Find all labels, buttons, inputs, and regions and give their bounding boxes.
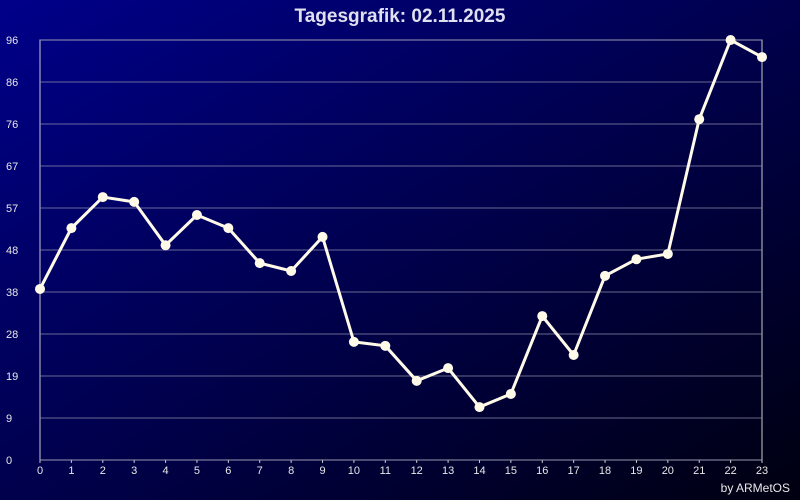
data-point: [411, 375, 422, 386]
y-tick-label: 0: [6, 455, 12, 467]
data-point: [757, 52, 767, 63]
y-tick-label: 38: [6, 287, 18, 299]
y-tick-label: 86: [6, 77, 18, 89]
data-point: [223, 223, 234, 234]
x-tick-label: 10: [348, 465, 360, 477]
y-tick-label: 19: [6, 371, 18, 383]
x-tick-label: 9: [319, 465, 325, 477]
data-point: [286, 266, 297, 276]
x-tick-label: 6: [225, 465, 231, 477]
x-tick-label: 1: [68, 465, 74, 477]
chart-title: Tagesgrafik: 02.11.2025: [295, 6, 506, 27]
data-point: [66, 223, 77, 234]
x-tick-label: 3: [131, 465, 137, 477]
data-line: [38, 38, 763, 409]
y-tick-label: 9: [6, 413, 12, 425]
data-point: [537, 311, 548, 322]
data-point: [725, 35, 736, 45]
data-point: [443, 363, 454, 374]
x-tick-label: 21: [693, 465, 705, 477]
data-point: [568, 350, 579, 360]
x-tick-label: 7: [257, 465, 263, 477]
data-point: [631, 254, 642, 265]
data-point: [191, 210, 202, 220]
y-tick-label: 48: [6, 245, 18, 257]
x-tick-label: 20: [662, 465, 674, 477]
x-tick-label: 13: [442, 465, 454, 477]
x-tick-label: 14: [473, 465, 485, 477]
y-tick-label: 57: [6, 203, 18, 215]
y-tick-label: 67: [6, 161, 18, 173]
data-point: [317, 231, 328, 242]
data-point: [35, 283, 45, 294]
data-point: [694, 114, 705, 125]
y-tick-label: 96: [6, 35, 18, 47]
x-tick-label: 8: [288, 465, 294, 477]
data-point: [505, 388, 516, 399]
x-tick-label: 22: [724, 465, 736, 477]
footer: by ARMetOS: [721, 481, 790, 495]
x-tick-label: 17: [568, 465, 580, 477]
x-tick-label: 4: [163, 465, 169, 477]
y-tick-label: 28: [6, 329, 18, 341]
data-point: [474, 402, 485, 413]
x-tick-label: 2: [100, 465, 106, 477]
data-point: [662, 248, 673, 259]
x-tick-label: 5: [194, 465, 200, 477]
data-point: [600, 270, 611, 281]
data-point: [254, 258, 265, 269]
data-point: [160, 240, 171, 251]
x-tick-label: 19: [630, 465, 642, 477]
x-tick-label: 15: [505, 465, 517, 477]
data-point: [97, 192, 108, 203]
x-tick-label: 0: [37, 465, 43, 477]
data-point: [380, 340, 391, 351]
x-tick-label: 16: [536, 465, 548, 477]
x-tick-label: 12: [411, 465, 423, 477]
y-tick-label: 76: [6, 119, 18, 131]
x-tick-label: 23: [756, 465, 768, 477]
x-tick-label: 11: [380, 465, 391, 477]
data-point: [129, 196, 140, 207]
x-tick-label: 18: [599, 465, 611, 477]
data-point: [348, 336, 359, 347]
